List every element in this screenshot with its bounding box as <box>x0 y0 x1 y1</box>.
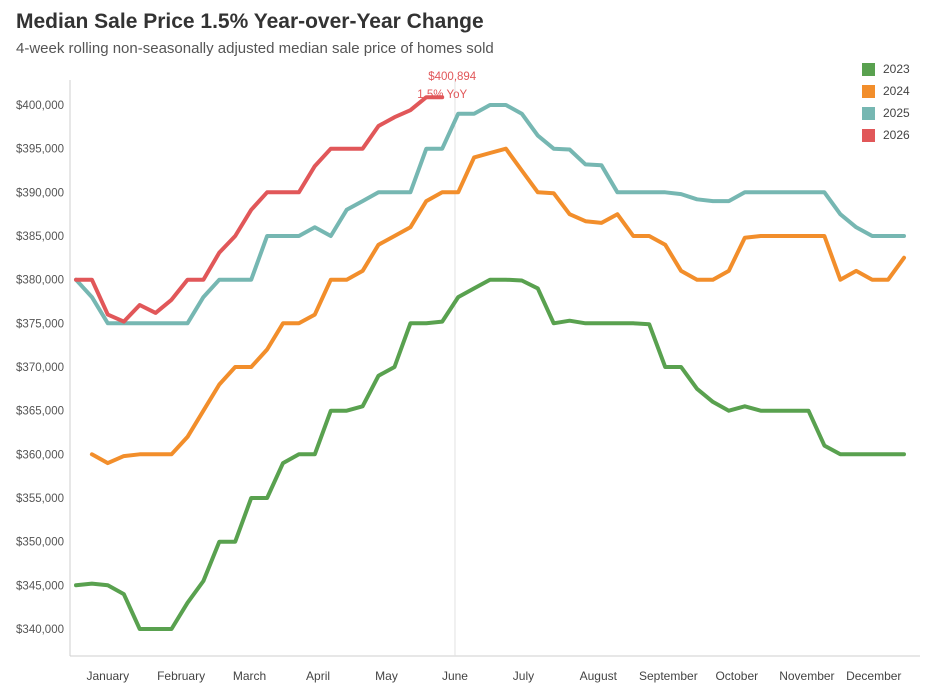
x-tick-label: July <box>513 669 534 683</box>
y-tick-label: $380,000 <box>16 275 64 287</box>
y-tick-label: $360,000 <box>16 449 64 461</box>
series-line-2023 <box>74 277 906 631</box>
x-tick-label: October <box>715 669 758 683</box>
series-line-2025 <box>74 103 906 326</box>
legend-label-2025: 2025 <box>883 106 910 120</box>
legend-label-2023: 2023 <box>883 62 910 76</box>
annotation-yoy: 1.5% YoY <box>417 89 467 101</box>
y-tick-label: $355,000 <box>16 493 64 505</box>
y-tick-label: $370,000 <box>16 362 64 374</box>
x-tick-label: February <box>157 669 205 683</box>
y-tick-label: $395,000 <box>16 144 64 156</box>
annotation-value: $400,894 <box>428 71 477 83</box>
legend: 2023 2024 2025 2026 <box>862 58 910 146</box>
legend-item-2023[interactable]: 2023 <box>862 58 910 80</box>
legend-swatch-2026 <box>862 128 875 142</box>
legend-label-2026: 2026 <box>883 128 910 142</box>
x-tick-label: August <box>580 669 618 683</box>
x-tick-label: June <box>442 669 468 683</box>
legend-label-2024: 2024 <box>883 84 910 98</box>
y-tick-label: $385,000 <box>16 231 64 243</box>
legend-swatch-2024 <box>862 84 875 98</box>
x-tick-label: December <box>846 669 901 683</box>
y-tick-label: $365,000 <box>16 406 64 418</box>
series-line-2024 <box>89 146 906 466</box>
x-tick-label: November <box>779 669 834 683</box>
legend-item-2025[interactable]: 2025 <box>862 102 910 124</box>
x-tick-label: January <box>86 669 129 683</box>
x-tick-label: April <box>306 669 330 683</box>
legend-swatch-2023 <box>862 62 875 76</box>
x-tick-label: March <box>233 669 266 683</box>
y-tick-label: $400,000 <box>16 100 64 112</box>
legend-item-2024[interactable]: 2024 <box>862 80 910 102</box>
y-tick-label: $350,000 <box>16 537 64 549</box>
x-tick-label: May <box>375 669 398 683</box>
chart-title: Median Sale Price 1.5% Year-over-Year Ch… <box>16 10 484 33</box>
y-tick-label: $340,000 <box>16 624 64 636</box>
series-line-2026 <box>74 95 445 324</box>
y-tick-label: $345,000 <box>16 580 64 592</box>
chart-subtitle: 4-week rolling non-seasonally adjusted m… <box>16 40 494 57</box>
y-tick-label: $390,000 <box>16 187 64 199</box>
legend-item-2026[interactable]: 2026 <box>862 124 910 146</box>
x-tick-label: September <box>639 669 698 683</box>
y-tick-label: $375,000 <box>16 318 64 330</box>
legend-swatch-2025 <box>862 106 875 120</box>
